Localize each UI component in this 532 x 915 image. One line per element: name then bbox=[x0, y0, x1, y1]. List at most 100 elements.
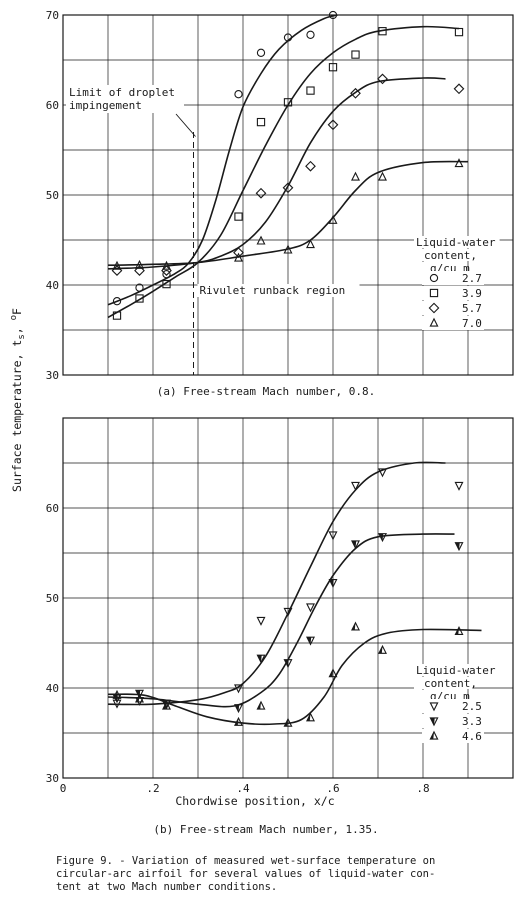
data-point-2.7 bbox=[283, 33, 293, 42]
legend-title-background bbox=[414, 249, 473, 261]
y-tick-label: 30 bbox=[46, 772, 59, 785]
data-point-2.5 bbox=[256, 616, 266, 626]
figure-caption: Figure 9. - Variation of measured wet-su… bbox=[56, 855, 526, 894]
data-point-3.3-flag bbox=[306, 637, 312, 645]
data-point-4.6-flag bbox=[455, 627, 459, 635]
data-point-3.3-flag bbox=[455, 542, 460, 550]
data-point-3.9 bbox=[378, 27, 387, 36]
data-point-7.0 bbox=[328, 214, 338, 224]
data-point-3.9 bbox=[283, 98, 293, 107]
curve-series-4.6 bbox=[107, 628, 482, 726]
data-point-7.0 bbox=[378, 171, 387, 181]
legend-label-2.7: 2.7 bbox=[462, 272, 482, 285]
annotation-leader-line bbox=[175, 113, 196, 137]
legend-title-line: content, bbox=[424, 677, 477, 690]
x-tick-label: .8 bbox=[416, 782, 429, 795]
legend-marker-2.5 bbox=[429, 702, 439, 712]
panel-a-caption: (a) Free-stream Mach number, 0.8. bbox=[156, 385, 376, 398]
y-tick-label: 50 bbox=[46, 592, 59, 605]
data-point-3.9 bbox=[306, 86, 315, 95]
legend-label-3.9: 3.9 bbox=[462, 287, 482, 300]
legend-marker-5.7 bbox=[428, 302, 440, 314]
legend-label-3.3: 3.3 bbox=[462, 715, 482, 728]
data-point-2.7 bbox=[112, 297, 122, 306]
data-point-3.9 bbox=[256, 117, 266, 127]
x-tick-label: .4 bbox=[236, 782, 250, 795]
data-point-5.7 bbox=[305, 160, 316, 172]
data-point-4.6 bbox=[112, 689, 122, 699]
data-point-4.6-flag bbox=[351, 622, 356, 630]
data-point-3.9 bbox=[454, 27, 464, 37]
data-point-2.5 bbox=[378, 468, 387, 478]
panel-b-plot: 304050600.2.4.6.8Liquid-watercontent,g/c… bbox=[46, 417, 514, 795]
data-point-3.3-flag bbox=[378, 533, 384, 541]
data-point-4.6-flag bbox=[329, 669, 333, 677]
data-point-2.7 bbox=[162, 270, 171, 279]
data-point-2.5 bbox=[234, 684, 243, 694]
data-point-2.5 bbox=[283, 607, 293, 617]
plot-frame bbox=[62, 417, 514, 779]
legend-title-background bbox=[414, 236, 500, 248]
data-point-5.7 bbox=[134, 265, 145, 276]
data-point-5.7 bbox=[453, 83, 465, 95]
curve-series-3.9 bbox=[107, 25, 460, 319]
curve-series-3.3 bbox=[107, 533, 455, 708]
data-point-4.6-flag bbox=[135, 694, 140, 702]
annotation-limit-droplet: Limit of droplet bbox=[69, 86, 175, 99]
annotation-impingement: impingement bbox=[69, 99, 142, 112]
x-tick-label: .6 bbox=[326, 782, 339, 795]
data-point-7.0 bbox=[234, 252, 243, 262]
data-point-5.7 bbox=[282, 182, 294, 194]
data-point-7.0 bbox=[283, 244, 293, 254]
data-point-3.3-flag bbox=[351, 540, 357, 549]
data-point-4.6-flag bbox=[234, 718, 239, 726]
data-point-4.6-flag bbox=[284, 719, 288, 727]
x-tick-label: 0 bbox=[60, 782, 67, 795]
legend-title-line: Liquid-water bbox=[416, 664, 496, 677]
data-point-2.7 bbox=[328, 10, 338, 20]
data-point-3.9 bbox=[234, 212, 243, 221]
legend-marker-2.7 bbox=[429, 273, 439, 283]
data-point-3.3-flag bbox=[234, 704, 240, 712]
y-tick-label: 30 bbox=[46, 369, 59, 382]
y-tick-label: 60 bbox=[46, 502, 59, 515]
data-point-2.7 bbox=[135, 283, 144, 292]
x-axis-label: Chordwise position, x/c bbox=[175, 794, 334, 808]
y-tick-label: 40 bbox=[46, 279, 59, 292]
data-point-4.6-flag bbox=[306, 713, 311, 721]
legend-title-background bbox=[414, 664, 500, 676]
legend-label-4.6: 4.6 bbox=[462, 730, 482, 743]
data-point-3.3-flag bbox=[257, 655, 262, 663]
data-point-7.0 bbox=[162, 260, 171, 270]
legend-title-background bbox=[414, 677, 473, 689]
y-axis-label-sup: o bbox=[9, 315, 19, 320]
y-axis-label-sub: s bbox=[17, 334, 27, 339]
y-tick-label: 50 bbox=[46, 189, 59, 202]
plot-frame bbox=[62, 14, 514, 376]
legend-title-line: Liquid-water bbox=[416, 236, 496, 249]
data-point-7.0 bbox=[454, 158, 464, 168]
y-axis-label-main: Surface temperature, t bbox=[10, 340, 24, 492]
x-tick-label: .2 bbox=[146, 782, 159, 795]
data-point-2.5 bbox=[351, 481, 360, 491]
data-point-7.0 bbox=[256, 235, 266, 245]
data-point-5.7 bbox=[377, 73, 388, 85]
figure-caption-line: Figure 9. - Variation of measured wet-su… bbox=[56, 855, 436, 867]
data-point-3.3-flag bbox=[284, 659, 289, 667]
legend-marker-3.9 bbox=[429, 288, 439, 298]
data-point-4.6 bbox=[234, 716, 243, 726]
figure-caption-line: circular-arc airfoil for several values … bbox=[56, 868, 436, 880]
data-point-7.0 bbox=[112, 260, 122, 270]
data-point-3.9 bbox=[328, 63, 338, 72]
data-point-2.5 bbox=[454, 481, 464, 491]
legend-marker-7.0 bbox=[429, 317, 439, 327]
data-point-7.0 bbox=[306, 239, 315, 249]
legend-marker-3.3-flag bbox=[430, 717, 435, 726]
data-point-5.7 bbox=[255, 187, 267, 199]
annotation-background bbox=[66, 85, 184, 113]
legend-title-line: content, bbox=[424, 249, 477, 262]
data-point-4.6-flag bbox=[257, 701, 261, 710]
data-point-3.9 bbox=[162, 279, 171, 289]
data-point-2.7 bbox=[256, 48, 266, 57]
